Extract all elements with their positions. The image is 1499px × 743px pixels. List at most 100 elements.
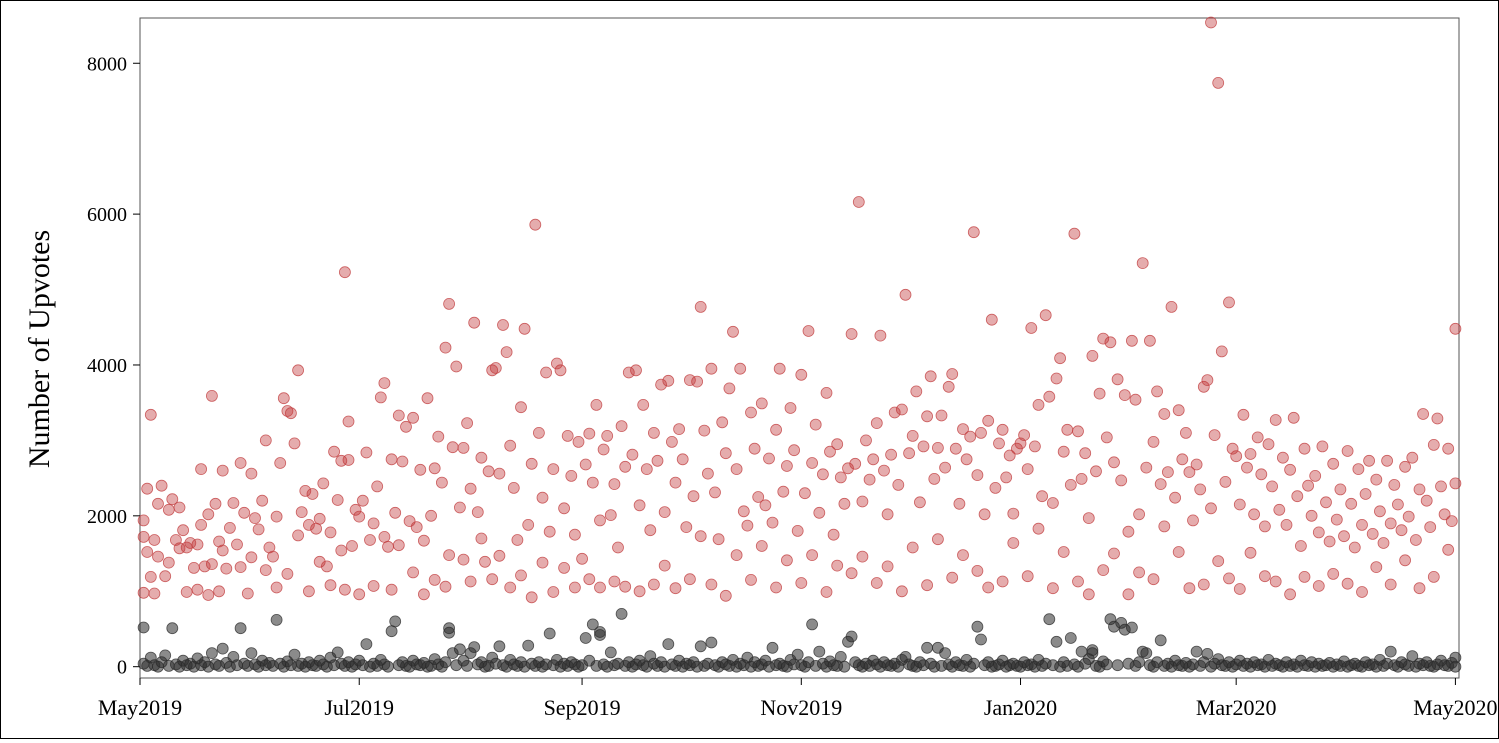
data-point — [292, 364, 305, 377]
data-point — [860, 434, 872, 447]
data-point — [1402, 510, 1415, 523]
data-point — [256, 494, 269, 507]
data-point — [213, 535, 226, 548]
data-point — [1158, 520, 1171, 533]
data-point — [888, 406, 901, 419]
data-point — [608, 478, 621, 491]
data-point — [1280, 519, 1293, 531]
data-point — [543, 627, 556, 640]
data-point — [457, 553, 470, 566]
data-point — [317, 477, 330, 490]
data-point — [543, 525, 556, 538]
series-0 — [137, 16, 1462, 604]
data-point — [971, 620, 984, 633]
data-point — [1273, 503, 1286, 516]
data-point — [479, 555, 491, 568]
data-point — [702, 467, 714, 480]
data-point — [1144, 334, 1156, 347]
data-point — [619, 460, 632, 473]
data-point — [935, 409, 948, 422]
data-point — [1370, 473, 1383, 486]
data-point — [579, 632, 592, 644]
data-point — [1266, 480, 1278, 493]
data-point — [985, 313, 998, 326]
data-point — [856, 550, 869, 563]
data-point — [1169, 491, 1181, 504]
data-point — [1295, 540, 1307, 552]
data-point — [173, 501, 186, 514]
data-point — [838, 660, 851, 673]
data-point — [601, 429, 614, 442]
data-point — [220, 562, 233, 575]
data-point — [299, 484, 312, 497]
data-point — [1262, 438, 1275, 451]
data-point — [141, 546, 154, 558]
data-point — [1133, 508, 1145, 521]
data-point — [1366, 528, 1379, 540]
data-point — [719, 589, 732, 602]
data-point — [1251, 431, 1264, 444]
data-point — [1021, 570, 1034, 583]
data-point — [892, 478, 905, 491]
data-point — [576, 552, 588, 565]
data-point — [1395, 524, 1408, 537]
data-point — [1126, 621, 1138, 634]
data-point — [777, 485, 790, 498]
data-point — [748, 442, 761, 455]
data-point — [464, 575, 477, 588]
data-point — [205, 558, 218, 570]
data-point — [612, 541, 624, 554]
y-tick-label: 8000 — [87, 53, 127, 75]
data-point — [159, 570, 172, 583]
data-point — [1284, 463, 1296, 476]
data-point — [558, 502, 570, 515]
data-point — [407, 566, 420, 579]
data-point — [680, 521, 693, 533]
data-point — [187, 562, 200, 574]
data-point — [1381, 454, 1393, 467]
data-point — [604, 509, 617, 521]
data-point — [712, 533, 725, 546]
data-point — [525, 457, 538, 470]
data-point — [1000, 471, 1013, 484]
data-point — [583, 573, 596, 586]
data-point — [1370, 561, 1383, 573]
data-point — [946, 368, 959, 380]
data-point — [561, 429, 574, 442]
data-point — [1413, 483, 1426, 496]
data-point — [921, 410, 933, 423]
data-point — [497, 319, 509, 331]
data-point — [572, 435, 585, 448]
data-point — [1100, 658, 1113, 671]
data-point — [439, 580, 452, 593]
data-point — [565, 469, 578, 482]
data-point — [946, 571, 959, 584]
data-point — [694, 300, 707, 313]
x-tick-label: Jan2020 — [984, 695, 1057, 720]
data-point — [252, 523, 265, 536]
data-point — [633, 585, 646, 598]
data-point — [957, 423, 969, 436]
y-tick-label: 2000 — [87, 506, 127, 528]
data-point — [1068, 227, 1081, 240]
data-point — [320, 560, 333, 573]
data-point — [281, 568, 294, 580]
data-point — [1140, 647, 1153, 659]
data-point — [874, 329, 887, 342]
data-point — [676, 453, 689, 466]
data-point — [910, 385, 923, 398]
data-point — [705, 362, 718, 375]
data-point — [1126, 334, 1138, 347]
data-point — [213, 585, 226, 598]
data-point — [1064, 632, 1077, 644]
data-point — [486, 573, 499, 586]
data-point — [144, 571, 157, 583]
data-point — [504, 581, 517, 594]
data-point — [1147, 573, 1160, 586]
data-point — [1111, 373, 1124, 386]
data-point — [1359, 488, 1372, 500]
data-point — [1201, 648, 1214, 660]
data-point — [457, 441, 470, 454]
data-point — [1341, 577, 1354, 590]
data-point — [1061, 423, 1074, 436]
